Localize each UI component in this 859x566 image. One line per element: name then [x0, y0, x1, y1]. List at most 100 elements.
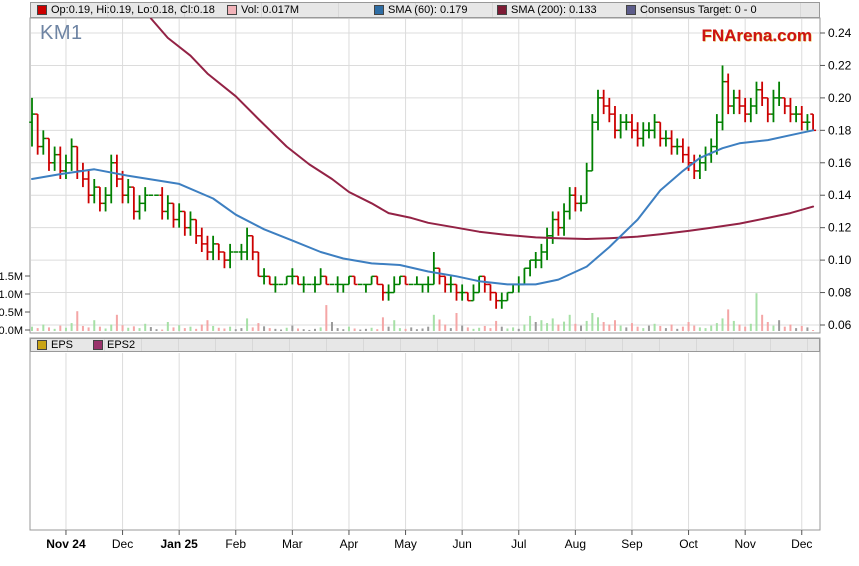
candle-close-tick: [750, 105, 754, 107]
volume-bar: [155, 329, 158, 331]
candle-close-tick: [767, 113, 771, 115]
candle-close-tick: [94, 186, 98, 188]
candle-close-tick: [445, 283, 449, 286]
candle-close-tick: [688, 162, 692, 164]
volume-bar: [47, 327, 50, 331]
month-axis-label: Jan 25: [160, 537, 198, 551]
candle-open-tick: [136, 210, 140, 213]
price-axis-label: 0.06: [828, 318, 852, 332]
candle-close-tick: [173, 218, 177, 221]
price-axis-label: 0.18: [828, 123, 852, 137]
candle-open-tick: [776, 97, 780, 99]
price-axis-label: 0.22: [828, 58, 852, 72]
candle-close-tick: [631, 129, 635, 132]
candle-open-tick: [295, 275, 299, 278]
candle-close-tick: [773, 97, 777, 99]
volume-bar: [642, 328, 645, 331]
volume-bar: [42, 324, 45, 331]
candle-close-tick: [207, 251, 211, 253]
candle-open-tick: [448, 283, 451, 286]
volume-bar: [64, 327, 67, 331]
candle-close-tick: [394, 283, 398, 286]
candle-open-tick: [114, 162, 117, 164]
candle-close-tick: [762, 97, 766, 99]
volume-bar: [732, 320, 735, 331]
candle-close-tick: [665, 137, 669, 140]
candle-open-tick: [668, 137, 672, 140]
volume-bar: [268, 328, 271, 331]
candle-close-tick: [269, 283, 273, 286]
candle-open-tick: [385, 291, 389, 294]
candle-open-tick: [57, 153, 61, 156]
candle-close-tick: [569, 194, 573, 196]
sma200-line: [149, 17, 815, 240]
candle-close-tick: [654, 121, 658, 123]
volume-bar: [195, 328, 198, 331]
candle-flat-dash: [357, 283, 363, 286]
volume-bar: [53, 328, 56, 331]
candle-close-tick: [54, 153, 58, 156]
volume-bar: [636, 326, 639, 331]
volume-bar: [738, 324, 741, 331]
candle-open-tick: [476, 291, 480, 294]
volume-bar: [76, 311, 79, 331]
candle-open-tick: [725, 80, 729, 83]
candle-open-tick: [719, 121, 723, 123]
month-axis-label: May: [394, 537, 417, 551]
volume-bar: [800, 325, 803, 331]
candle-close-tick: [43, 137, 47, 140]
sma60-swatch-icon: [374, 5, 384, 15]
volume-bar: [189, 326, 192, 331]
candle-open-tick: [283, 283, 287, 286]
volume-bar: [376, 329, 379, 331]
candle-open-tick: [787, 105, 791, 107]
volume-bar: [410, 327, 413, 331]
candle-open-tick: [623, 121, 627, 123]
candle-open-tick: [612, 113, 615, 115]
volume-bar: [263, 326, 266, 331]
candle-open-tick: [176, 218, 180, 221]
volume-bar: [370, 327, 373, 331]
ticker-title: KM1: [40, 22, 83, 44]
candle-open-tick: [74, 145, 78, 148]
candle-open-tick: [91, 194, 95, 196]
month-axis-label: Nov: [734, 537, 755, 551]
volume-bar: [336, 328, 339, 331]
volume-bar: [302, 329, 305, 331]
candle-close-tick: [65, 162, 69, 164]
volume-bar: [36, 328, 39, 331]
candle-open-tick: [238, 251, 242, 253]
candle-close-tick: [671, 145, 675, 148]
volume-bar: [704, 328, 707, 331]
candle-close-tick: [162, 210, 166, 213]
candle-open-tick: [453, 283, 457, 286]
candle-close-tick: [598, 97, 601, 99]
volume-bar: [121, 325, 124, 331]
eps2-swatch-icon: [93, 340, 103, 350]
candle-close-tick: [190, 218, 194, 221]
volume-bar: [149, 327, 152, 331]
candle-close-tick: [247, 235, 251, 237]
candle-open-tick: [425, 283, 429, 286]
candle-close-tick: [552, 218, 556, 221]
candle-close-tick: [677, 145, 681, 148]
candle-open-tick: [606, 105, 610, 107]
candle-close-tick: [292, 275, 296, 278]
candle-close-tick: [60, 170, 64, 172]
candle-open-tick: [249, 235, 253, 237]
legend-item-sma60: SMA (60): 0.179: [374, 4, 468, 16]
volume-bar: [347, 326, 350, 331]
volume-bar: [489, 328, 492, 331]
candle-close-tick: [343, 283, 347, 286]
volume-bar: [619, 325, 622, 331]
volume-bar: [778, 320, 781, 331]
price-axis-label: 0.20: [828, 91, 852, 105]
top-legend-bar: Op:0.19, Hi:0.19, Lo:0.18, Cl:0.18 Vol: …: [30, 2, 820, 18]
candle-open-tick: [108, 194, 112, 196]
candle-close-tick: [218, 251, 222, 253]
candle-close-tick: [145, 194, 149, 196]
candle-close-tick: [224, 259, 228, 261]
candle-open-tick: [714, 145, 717, 148]
fnarena-watermark-link[interactable]: FNArena.com: [701, 26, 812, 45]
candle-open-tick: [793, 113, 797, 115]
